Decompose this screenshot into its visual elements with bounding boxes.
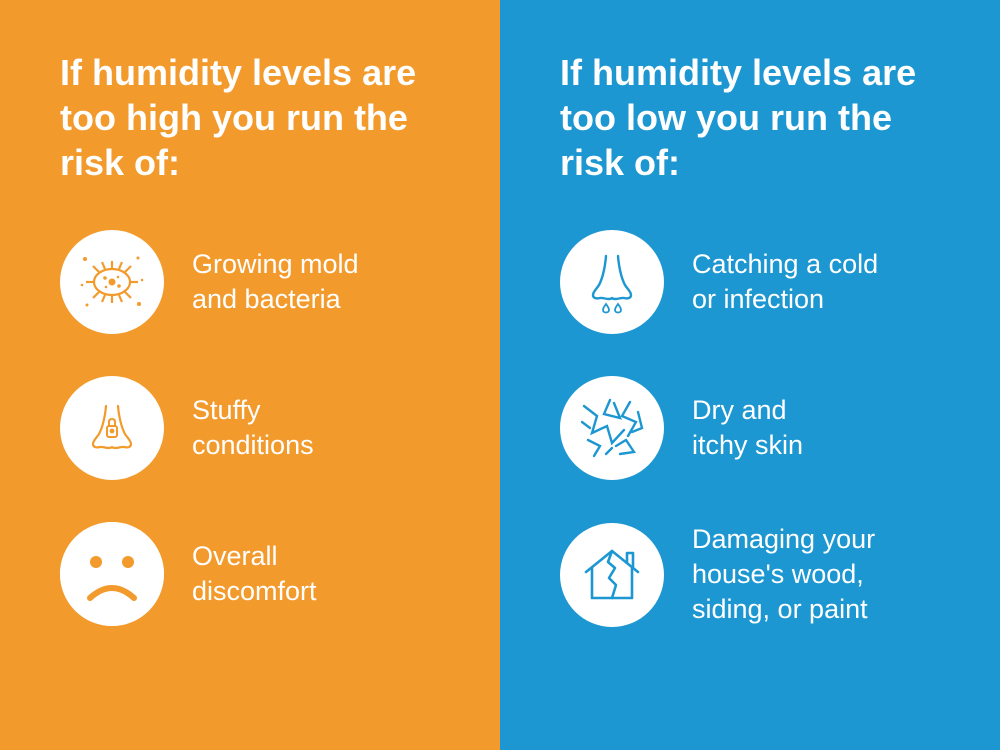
list-item: Dry and itchy skin xyxy=(560,376,950,480)
left-panel: If humidity levels are too high you run … xyxy=(0,0,500,750)
cracked-house-icon xyxy=(560,523,664,627)
item-label: Overall discomfort xyxy=(192,539,317,609)
item-label: Damaging your house's wood, siding, or p… xyxy=(692,522,875,627)
list-item: Stuffy conditions xyxy=(60,376,450,480)
runny-nose-icon xyxy=(560,230,664,334)
cracked-skin-icon xyxy=(560,376,664,480)
list-item: Catching a cold or infection xyxy=(560,230,950,334)
stuffy-icon xyxy=(60,376,164,480)
sad-face-icon xyxy=(60,522,164,626)
list-item: Growing mold and bacteria xyxy=(60,230,450,334)
item-label: Catching a cold or infection xyxy=(692,247,878,317)
right-heading: If humidity levels are too low you run t… xyxy=(560,50,950,185)
list-item: Overall discomfort xyxy=(60,522,450,626)
right-panel: If humidity levels are too low you run t… xyxy=(500,0,1000,750)
left-heading: If humidity levels are too high you run … xyxy=(60,50,450,185)
right-items: Catching a cold or infection xyxy=(560,230,950,710)
left-items: Growing mold and bacteria Stuffy conditi… xyxy=(60,230,450,710)
list-item: Damaging your house's wood, siding, or p… xyxy=(560,522,950,627)
item-label: Dry and itchy skin xyxy=(692,393,803,463)
bacteria-icon xyxy=(60,230,164,334)
item-label: Stuffy conditions xyxy=(192,393,314,463)
item-label: Growing mold and bacteria xyxy=(192,247,359,317)
